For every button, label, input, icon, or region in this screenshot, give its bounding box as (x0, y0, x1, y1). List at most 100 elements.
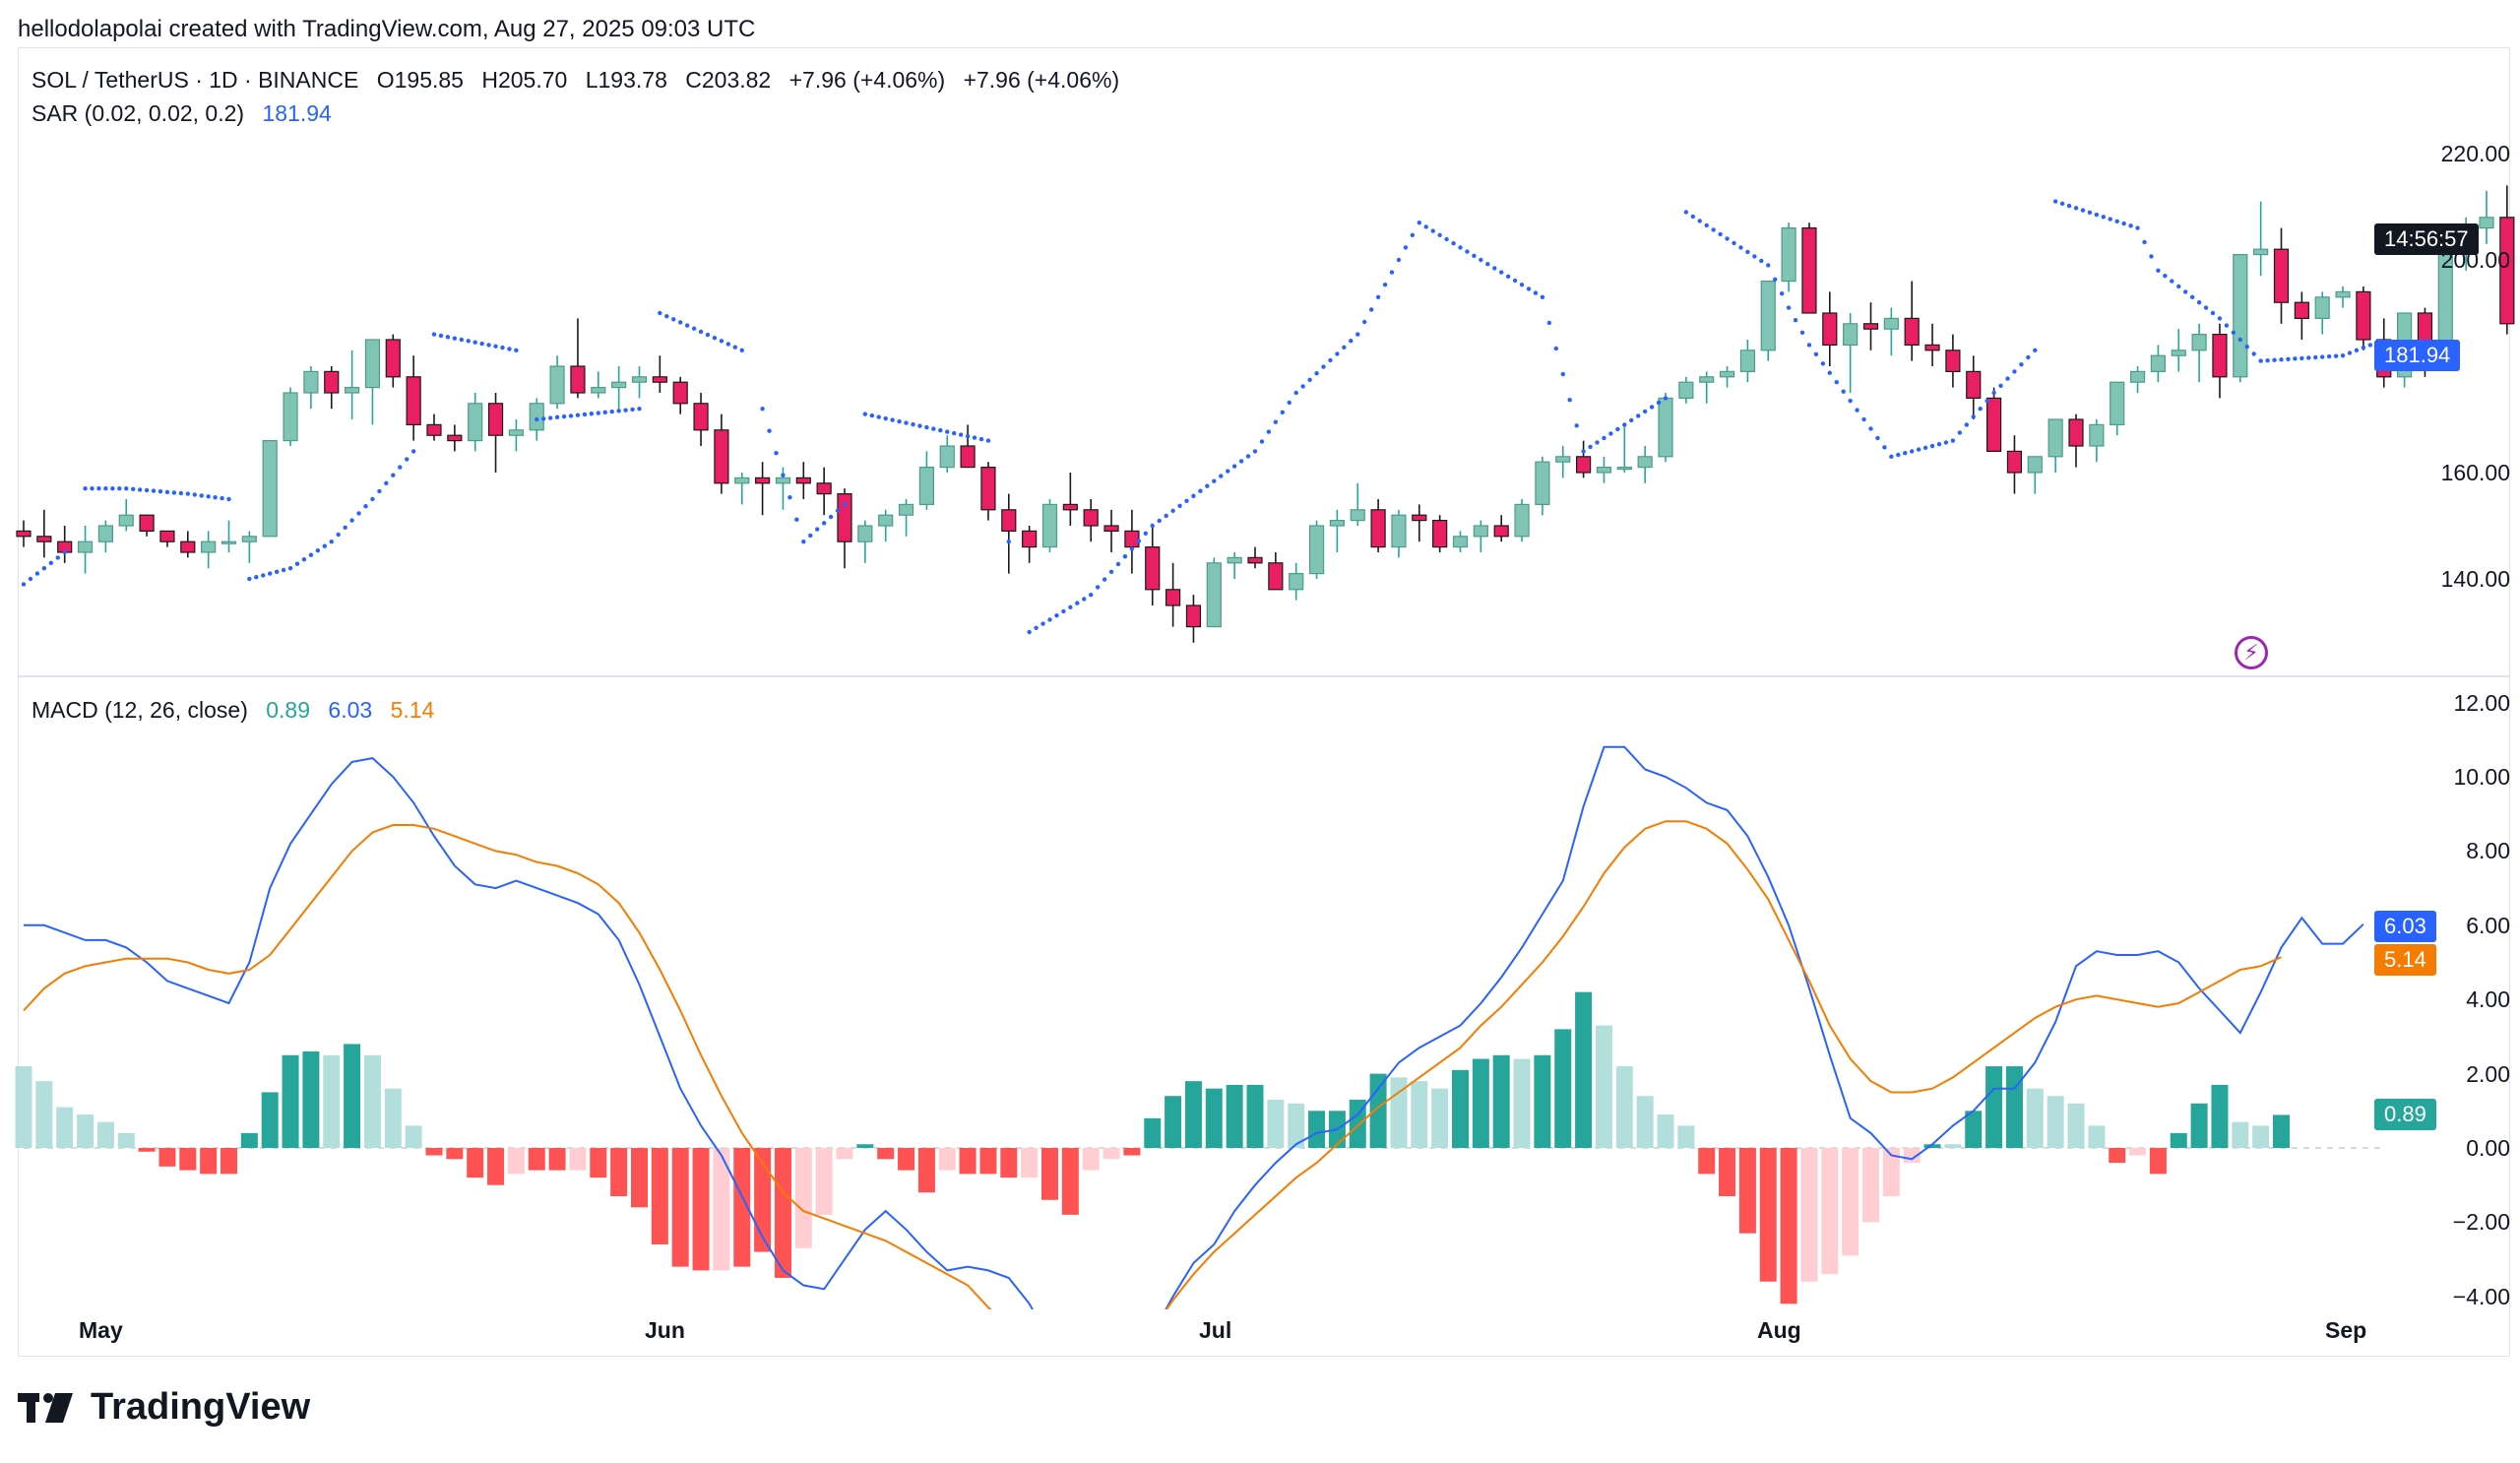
sar-dot (842, 502, 848, 507)
histogram-bar (754, 1148, 772, 1252)
sar-dot (1321, 364, 1326, 369)
sar-dot (438, 333, 444, 339)
sar-dot (1252, 449, 1258, 454)
candle-body (1206, 562, 1222, 628)
sar-dot (507, 347, 512, 351)
histogram-bar (487, 1148, 505, 1185)
sar-dot (1375, 294, 1381, 299)
sar-dot (1806, 343, 1812, 348)
candle-body (1699, 376, 1715, 383)
sar-dot (985, 438, 991, 443)
sar-dot (1889, 454, 1894, 459)
sar-dot (1971, 414, 1976, 419)
sar-dot (938, 427, 943, 433)
macd-label: MACD (12, 26, close) (32, 697, 248, 723)
sar-dot (2108, 217, 2112, 222)
sar-dot (1615, 426, 1620, 432)
sar-dot (1245, 454, 1251, 459)
candle-body (754, 477, 771, 484)
candle-body (693, 403, 709, 431)
histogram-bar (2252, 1125, 2270, 1148)
sar-legend[interactable]: SAR (0.02, 0.02, 0.2) 181.94 (32, 100, 344, 127)
symbol-label[interactable]: SOL / TetherUS · 1D · BINANCE (32, 67, 359, 93)
lightning-icon[interactable]: ⚡ (2235, 636, 2268, 669)
macd-tick: −2.00 (2452, 1209, 2510, 1236)
sar-dot (1916, 447, 1922, 452)
histogram-bar (200, 1148, 218, 1175)
candle-body (159, 530, 175, 542)
histogram-bar (2005, 1066, 2023, 1148)
candle-body (345, 387, 360, 394)
sar-dot (1472, 253, 1477, 258)
histogram-bar (446, 1148, 464, 1160)
candle-body (1781, 227, 1796, 283)
macd-tick: 10.00 (2453, 764, 2510, 790)
histogram-bar (1082, 1148, 1100, 1171)
histogram-bar (96, 1121, 114, 1148)
sar-dot (1451, 241, 1456, 246)
sar-dot (1136, 539, 1142, 543)
sar-dot (199, 493, 204, 498)
sar-dot (1307, 377, 1312, 382)
sar-dot (268, 571, 273, 576)
macd-tick: 2.00 (2466, 1060, 2510, 1087)
macd-legend[interactable]: MACD (12, 26, close) 0.89 6.03 5.14 (32, 697, 446, 724)
histogram-bar (1288, 1103, 1305, 1148)
sar-dot (1588, 444, 1593, 450)
sar-value: 181.94 (262, 100, 332, 126)
sar-dot (2313, 354, 2318, 360)
sar-dot (1006, 540, 1011, 544)
sar-dot (336, 532, 341, 538)
sar-dot (698, 329, 704, 335)
sar-dot (1957, 430, 1963, 435)
sar-dot (322, 543, 327, 548)
ohlc-low: L193.78 (585, 67, 667, 93)
candle-body (1308, 525, 1325, 575)
sar-dot (541, 416, 546, 421)
macd-line (24, 745, 2364, 1309)
pane-separator[interactable] (18, 675, 2510, 677)
sar-dot (835, 508, 841, 513)
candle-body (2273, 248, 2290, 303)
histogram-bar (1985, 1066, 2003, 1148)
sar-dot (1595, 440, 1600, 445)
candle-body (1678, 381, 1694, 400)
histogram-bar (1308, 1111, 1326, 1148)
candle-body (1637, 456, 1653, 469)
sar-dot (1499, 270, 1504, 275)
sar-dot (1602, 435, 1606, 441)
macd-line-badge: 6.03 (2374, 911, 2436, 942)
sar-dot (41, 566, 47, 571)
sar-dot (479, 341, 484, 347)
sar-dot (1855, 408, 1859, 413)
sar-dot (1574, 423, 1579, 428)
sar-dot (1553, 346, 1559, 351)
sar-dot (1389, 270, 1395, 275)
candle-body (1596, 467, 1612, 474)
histogram-bar (15, 1066, 32, 1148)
candle-body (529, 403, 544, 431)
sar-dot (301, 557, 307, 562)
tradingview-logo[interactable]: TradingView (18, 1386, 310, 1429)
candle-body (1227, 556, 1242, 564)
sar-dot (596, 411, 600, 415)
sar-dot (459, 337, 464, 343)
sar-dot (370, 496, 375, 502)
histogram-bar (917, 1148, 935, 1193)
sar-dot (1848, 398, 1853, 404)
sar-dot (1115, 561, 1121, 567)
histogram-bar (1923, 1144, 1941, 1148)
sar-dot (815, 527, 820, 532)
sar-dot (630, 407, 635, 413)
sar-dot (1636, 413, 1641, 418)
sar-dot (1875, 435, 1880, 441)
sar-dot (2163, 274, 2168, 279)
sar-dot (1150, 523, 1155, 529)
sar-dot (2033, 348, 2038, 352)
sar-dot (2265, 357, 2270, 363)
sar-dot (1759, 258, 1764, 264)
candle-body (837, 493, 852, 542)
sar-dot (1382, 283, 1388, 287)
sar-dot (2087, 210, 2093, 216)
